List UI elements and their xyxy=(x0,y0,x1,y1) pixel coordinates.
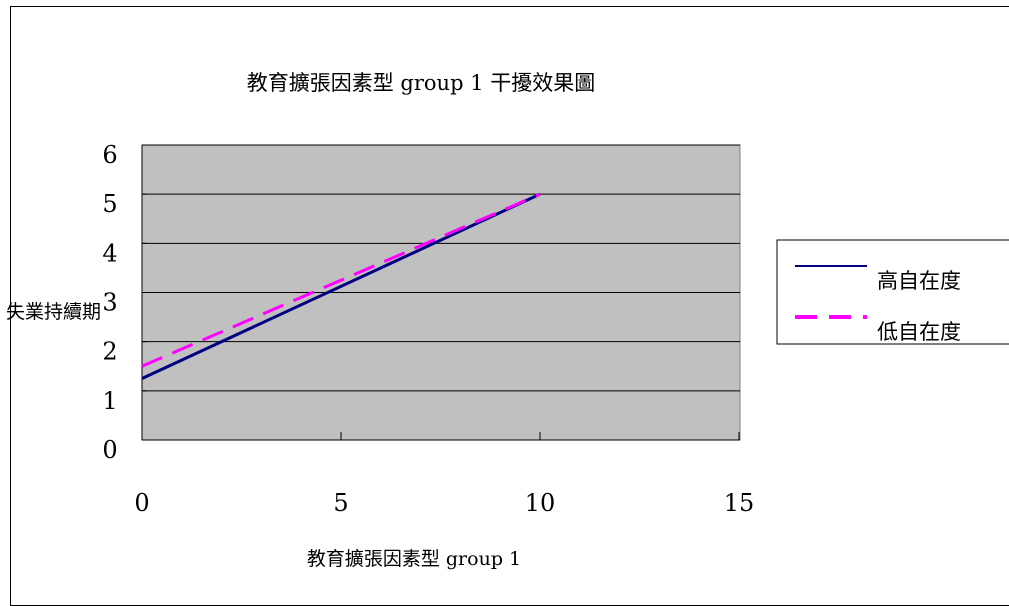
y-tick-label-4: 4 xyxy=(102,239,117,267)
x-tick-label-3: 15 xyxy=(724,489,755,517)
y-tick-label-5: 5 xyxy=(102,190,117,218)
y-tick-label-1: 1 xyxy=(102,387,117,415)
series-lines xyxy=(141,192,541,380)
y-axis-label: 失業持續期 xyxy=(6,301,101,323)
series-line-1 xyxy=(141,192,541,368)
y-tick-label-3: 3 xyxy=(102,289,117,317)
y-tick-label-2: 2 xyxy=(102,338,117,366)
x-tick-label-1: 5 xyxy=(333,489,348,517)
axes xyxy=(141,144,740,441)
legend-label-0: 高自在度 xyxy=(877,269,961,293)
x-axis-label: 教育擴張因素型 group 1 xyxy=(307,548,521,570)
y-tick-labels: 0 1 2 3 4 5 6 xyxy=(102,141,117,464)
y-tick-label-6: 6 xyxy=(102,141,117,169)
gridlines xyxy=(142,144,740,392)
chart-title: 教育擴張因素型 group 1 干擾效果圖 xyxy=(247,71,595,95)
y-tick-label-0: 0 xyxy=(102,436,117,464)
legend-label-1: 低自在度 xyxy=(877,320,961,344)
series-line-0 xyxy=(141,192,541,380)
legend-box xyxy=(776,239,1009,345)
x-tick-label-0: 0 xyxy=(134,489,149,517)
x-tick-label-2: 10 xyxy=(525,489,556,517)
x-tick-labels: 0 5 10 15 xyxy=(134,489,754,517)
